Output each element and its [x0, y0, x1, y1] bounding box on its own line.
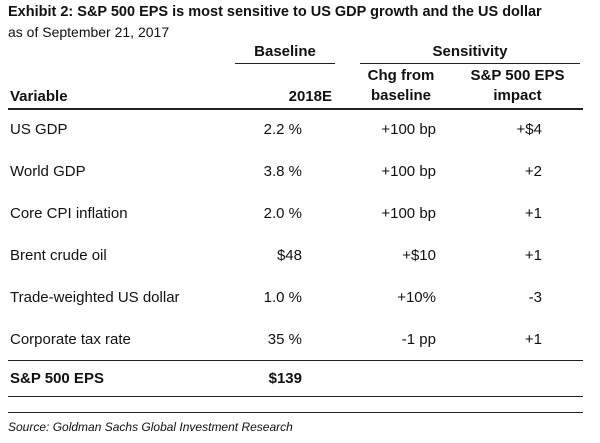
cell: +$4 — [516, 121, 542, 138]
cell: 2.2 % — [263, 121, 302, 138]
column-header: Variable — [10, 88, 68, 105]
rule — [8, 360, 583, 361]
cell: -1 pp — [401, 331, 436, 348]
cell: 1.0 % — [263, 289, 302, 306]
cell: +10% — [397, 289, 436, 306]
cell: 3.8 % — [263, 163, 302, 180]
group-header: Sensitivity — [432, 43, 508, 60]
rule — [8, 108, 583, 110]
cell: +1 — [524, 331, 542, 348]
title: Exhibit 2: S&P 500 EPS is most sensitive… — [8, 4, 542, 20]
row-label: S&P 500 EPS — [10, 370, 104, 387]
cell: +1 — [524, 205, 542, 222]
row-label: Brent crude oil — [10, 247, 107, 264]
column-header: Chg from baseline — [367, 67, 435, 104]
cell: $48 — [276, 247, 302, 264]
cell: $139 — [268, 370, 302, 387]
rule — [8, 396, 583, 397]
cell: +100 bp — [381, 205, 436, 222]
row-label: US GDP — [10, 121, 68, 138]
cell: 2.0 % — [263, 205, 302, 222]
rule — [235, 63, 335, 64]
rule — [8, 412, 583, 413]
row-label: Trade-weighted US dollar — [10, 289, 180, 306]
cell: -3 — [528, 289, 542, 306]
cell: +2 — [524, 163, 542, 180]
group-header: Baseline — [254, 43, 316, 60]
row-label: Core CPI inflation — [10, 205, 128, 222]
cell: +100 bp — [381, 121, 436, 138]
cell: +1 — [524, 247, 542, 264]
row-label: Corporate tax rate — [10, 331, 131, 348]
source: Source: Goldman Sachs Global Investment … — [8, 420, 293, 434]
cell: +100 bp — [381, 163, 436, 180]
subtitle: as of September 21, 2017 — [8, 24, 170, 40]
cell: 35 % — [267, 331, 302, 348]
cell: +$10 — [402, 247, 436, 264]
rule — [360, 63, 580, 64]
row-label: World GDP — [10, 163, 86, 180]
column-header: 2018E — [288, 88, 332, 105]
column-header: S&P 500 EPS impact — [470, 67, 565, 104]
